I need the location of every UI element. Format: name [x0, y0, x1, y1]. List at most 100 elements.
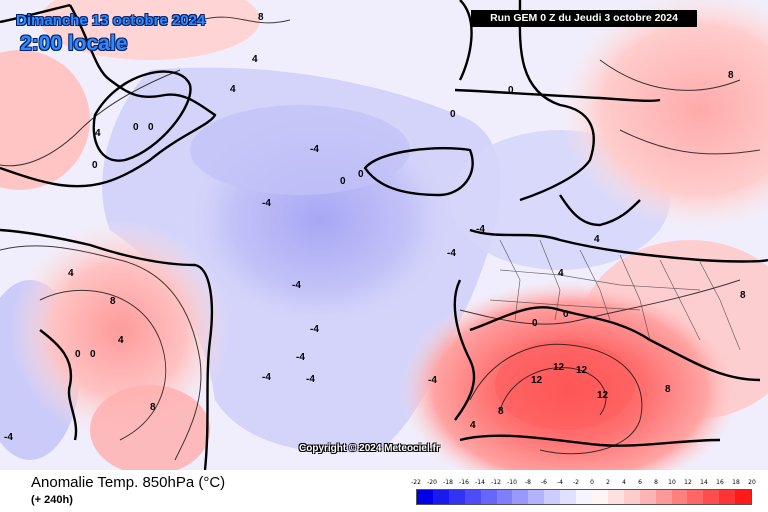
color-scale-label: -18	[443, 479, 453, 486]
map-value-label: 0	[563, 309, 569, 320]
coastline-iceland	[363, 147, 474, 197]
color-scale-labels: -22 -20 -18 -16 -14 -12 -10 -8 -6 -4 -2 0 2 4 6 8 10 12 14…	[411, 479, 756, 489]
contour-line	[469, 343, 643, 455]
map-value-label: -4	[262, 198, 271, 209]
map-value-label: -4	[310, 324, 319, 335]
map-value-label: 4	[118, 335, 124, 346]
model-run-label: Run GEM 0 Z du Jeudi 3 octobre 2024	[471, 10, 697, 27]
map-value-label: 4	[68, 268, 74, 279]
border-line	[489, 299, 641, 311]
copyright-notice: Copyright © 2024 Meteociel.fr	[299, 443, 440, 454]
map-value-label: 12	[576, 365, 588, 376]
color-scale-label: -8	[525, 479, 531, 486]
map-value-label: -4	[296, 352, 305, 363]
warm-region-canada	[10, 220, 230, 440]
coastline-baltic	[559, 194, 641, 227]
map-value-label: 8	[740, 290, 746, 301]
contour-line	[0, 69, 181, 167]
contour-line	[599, 59, 741, 91]
border-line	[539, 239, 561, 321]
coastline-scandinavia	[458, 0, 595, 202]
coastline-top-strip	[454, 88, 661, 103]
border-line	[499, 269, 701, 291]
map-value-label: -4	[292, 280, 301, 291]
map-value-label: -4	[310, 144, 319, 155]
map-value-label: 8	[498, 406, 504, 417]
map-value-label: -4	[4, 432, 13, 443]
color-scale-label: 16	[716, 479, 724, 486]
color-scale-label: 12	[684, 479, 692, 486]
color-scale-label: 14	[700, 479, 708, 486]
map-value-label: 0	[532, 318, 538, 329]
color-scale-swatch	[512, 490, 529, 504]
color-scale-label: -6	[541, 479, 547, 486]
map-value-label: 0	[90, 349, 96, 360]
map-value-label: -4	[262, 372, 271, 383]
map-value-label: 8	[665, 384, 671, 395]
cold-core-north-atlantic	[190, 105, 410, 195]
warm-region-greenland-north	[40, 0, 260, 60]
warm-core-mediterranean	[495, 340, 635, 430]
map-value-label: 0	[508, 85, 514, 96]
map-value-label: 4	[594, 234, 600, 245]
color-scale-label: -14	[475, 479, 485, 486]
map-value-label: 0	[148, 122, 154, 133]
anomaly-contours	[0, 16, 761, 461]
color-scale-swatch	[480, 490, 497, 504]
color-scale-swatch	[671, 490, 688, 504]
map-value-label: 4	[470, 420, 476, 431]
color-scale-label: 10	[668, 479, 676, 486]
map-value-label: 8	[258, 12, 264, 23]
color-scale-swatch	[528, 490, 545, 504]
map-value-label: -4	[447, 248, 456, 259]
contour-line	[39, 289, 167, 441]
color-scale-label: -4	[557, 479, 563, 486]
color-scale-swatch	[432, 490, 449, 504]
color-scale-label: 18	[732, 479, 740, 486]
map-value-label: 0	[358, 169, 364, 180]
color-scale-label: 20	[748, 479, 756, 486]
color-scale-swatch	[655, 490, 672, 504]
color-scale-swatch	[560, 490, 577, 504]
map-value-label: 8	[728, 70, 734, 81]
map-value-label: 12	[597, 390, 609, 401]
coastline-north-america	[0, 228, 213, 470]
color-scale-swatch	[639, 490, 656, 504]
coastline-europe-west	[453, 279, 476, 421]
color-scale-bar	[416, 489, 752, 505]
color-scale: -22 -20 -18 -16 -14 -12 -10 -8 -6 -4 -2 0 2 4 6 8 10 12 14…	[411, 479, 756, 505]
coastline-greenland-inner	[92, 70, 192, 162]
map-footer: Anomalie Temp. 850hPa (°C) (+ 240h) -22-…	[0, 470, 768, 512]
color-scale-swatch	[496, 490, 513, 504]
temperature-anomaly-map: 8 4 4 0 0 0 4 0 0 -4 -4 -4 -4 -4 -4 -4 -…	[0, 0, 768, 470]
color-scale-swatch	[719, 490, 736, 504]
color-scale-swatch	[448, 490, 465, 504]
color-scale-swatch	[735, 490, 752, 504]
color-scale-swatch	[687, 490, 704, 504]
map-value-label: -4	[306, 374, 315, 385]
contour-line	[619, 129, 761, 155]
map-value-label: -4	[428, 375, 437, 386]
map-value-label: 4	[558, 268, 564, 279]
coastline-north-africa	[459, 434, 721, 447]
color-scale-label: 2	[606, 479, 610, 486]
border-line	[699, 261, 741, 351]
contour-line	[0, 245, 202, 461]
map-value-label: 8	[110, 296, 116, 307]
map-value-label: 8	[150, 402, 156, 413]
warm-region-greenland-west	[0, 50, 90, 190]
color-scale-swatch	[544, 490, 561, 504]
forecast-time: 2:00 locale	[20, 32, 128, 55]
coastline-mediterranean	[469, 306, 761, 382]
color-scale-label: -2	[573, 479, 579, 486]
color-scale-swatch	[576, 490, 592, 504]
coastline-europe-north	[469, 228, 768, 263]
color-scale-swatch	[623, 490, 640, 504]
color-scale-label: -16	[459, 479, 469, 486]
color-scale-label: -20	[427, 479, 437, 486]
color-scale-swatch	[591, 490, 608, 504]
color-scale-swatch	[703, 490, 720, 504]
color-scale-label: 6	[638, 479, 642, 486]
map-value-label: 12	[553, 362, 565, 373]
map-value-label: -4	[476, 224, 485, 235]
